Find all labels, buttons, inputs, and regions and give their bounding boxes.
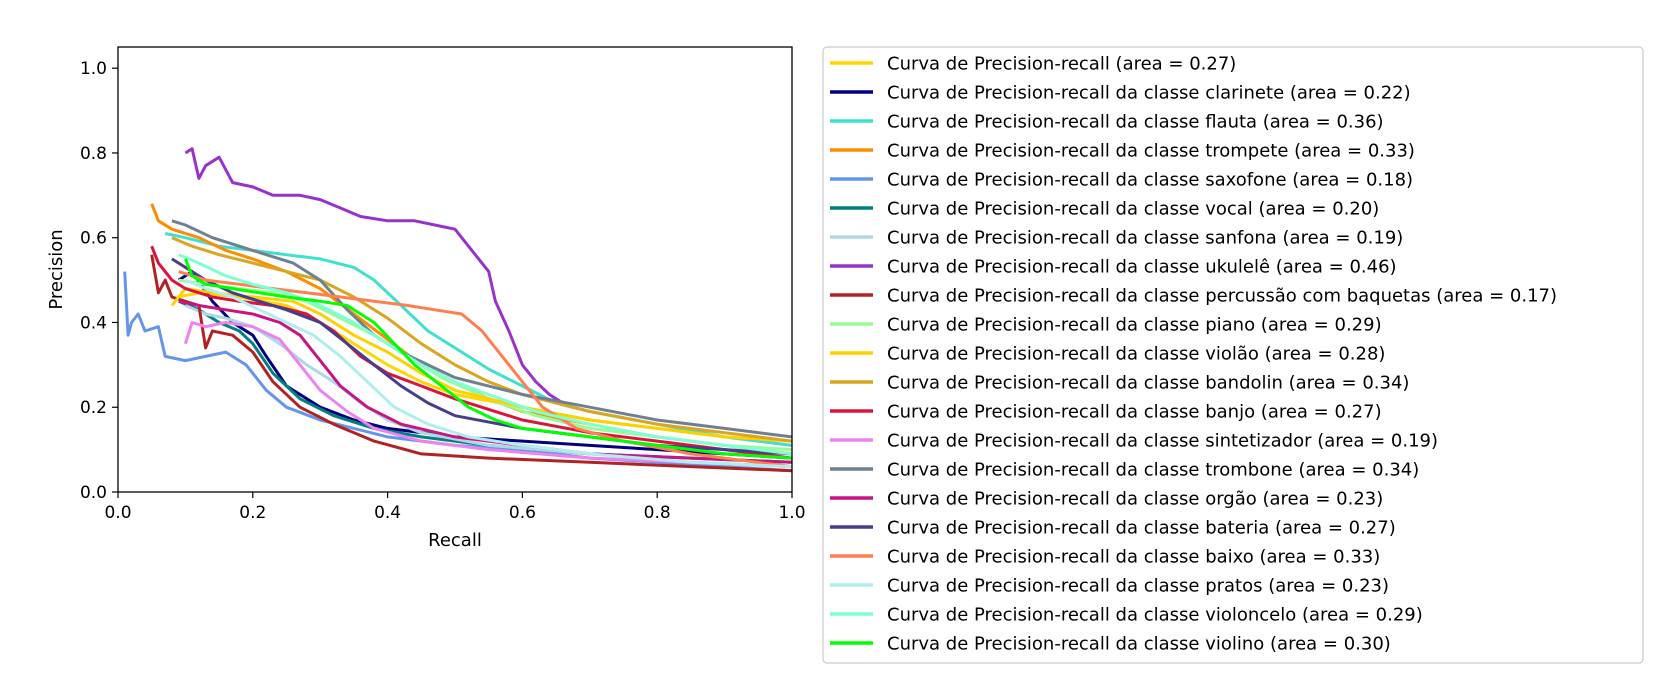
series-lines	[123, 147, 792, 473]
legend-entry-10: Curva de Precision-recall da classe viol…	[887, 344, 1385, 365]
x-axis-label: Recall	[428, 530, 482, 551]
legend: Curva de Precision-recall (area = 0.27) C…	[822, 46, 1644, 664]
y-axis-label: Precision	[46, 229, 67, 309]
legend-entry-17: Curva de Precision-recall da classe baix…	[887, 547, 1380, 568]
legend-entry-8: Curva de Precision-recall da classe perc…	[887, 286, 1557, 307]
series-line-11	[171, 236, 792, 443]
x-tick-label: 0.6	[509, 503, 536, 523]
y-tick-label: 0.6	[80, 229, 107, 249]
legend-entry-12: Curva de Precision-recall da classe banj…	[887, 402, 1382, 423]
plot-area	[123, 147, 792, 473]
legend-entry-7: Curva de Precision-recall da classe ukul…	[887, 257, 1397, 278]
x-tick-label: 0.2	[239, 503, 266, 523]
legend-entry-13: Curva de Precision-recall da classe sint…	[887, 431, 1438, 452]
legend-entry-18: Curva de Precision-recall da classe prat…	[887, 576, 1389, 597]
plot-frame	[117, 46, 793, 493]
legend-entry-11: Curva de Precision-recall da classe band…	[887, 373, 1409, 394]
legend-entry-6: Curva de Precision-recall da classe sanf…	[887, 228, 1403, 249]
x-tick-label: 1.0	[778, 503, 805, 523]
series-line-8	[150, 254, 792, 473]
legend-entry-2: Curva de Precision-recall da classe flau…	[887, 112, 1384, 133]
legend-entry-14: Curva de Precision-recall da classe trom…	[887, 460, 1419, 481]
series-line-18	[184, 278, 792, 469]
legend-entry-1: Curva de Precision-recall da classe clar…	[887, 83, 1411, 104]
y-tick-label: 0.4	[80, 313, 107, 333]
y-tick-label: 0.2	[80, 398, 107, 418]
series-line-13	[183, 321, 792, 469]
legend-entry-20: Curva de Precision-recall da classe viol…	[887, 634, 1391, 655]
series-line-3	[150, 203, 792, 456]
legend-box	[822, 46, 1644, 664]
y-tick-label: 0.0	[80, 483, 107, 503]
axes: 0.0 0.2 0.4 0.6 0.8 1.0 0.0 0.2 0.4 0.6 0.8 1.0 Reca…	[46, 46, 806, 551]
series-line-20	[184, 258, 792, 460]
legend-entry-5: Curva de Precision-recall da classe voca…	[887, 199, 1379, 220]
legend-entry-9: Curva de Precision-recall da classe pian…	[887, 315, 1382, 336]
legend-entry-19: Curva de Precision-recall da classe viol…	[887, 605, 1423, 626]
x-tick-label: 0.0	[104, 503, 131, 523]
series-line-14	[171, 219, 792, 439]
legend-entry-0: Curva de Precision-recall (area = 0.27)	[887, 54, 1236, 75]
series-line-7	[184, 147, 564, 405]
x-tick-label: 0.8	[644, 503, 671, 523]
y-tick-label: 0.8	[80, 144, 107, 164]
legend-entry-16: Curva de Precision-recall da classe bate…	[887, 518, 1396, 539]
series-line-1	[177, 270, 792, 460]
legend-entry-15: Curva de Precision-recall da classe orgã…	[887, 489, 1383, 510]
legend-entry-4: Curva de Precision-recall da classe saxo…	[887, 170, 1413, 191]
y-tick-label: 1.0	[80, 59, 107, 79]
legend-entry-3: Curva de Precision-recall da classe trom…	[887, 141, 1415, 162]
x-tick-label: 0.4	[374, 503, 401, 523]
